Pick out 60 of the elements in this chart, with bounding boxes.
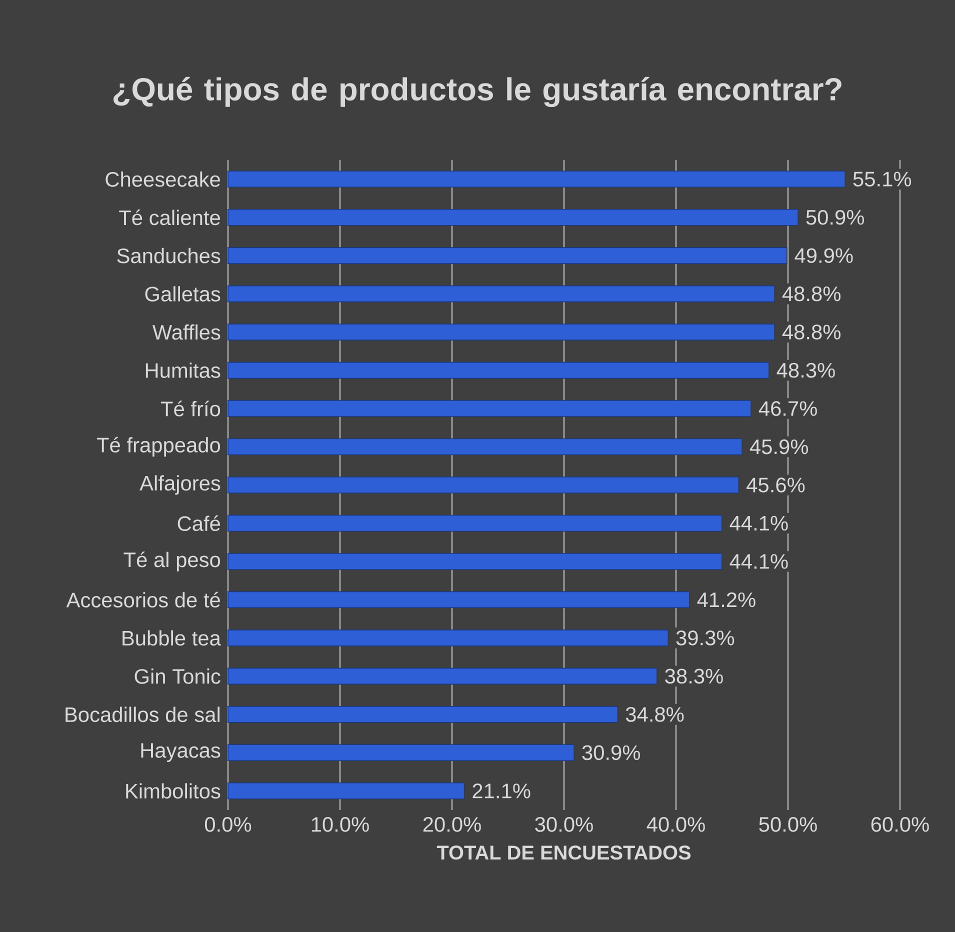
y-tick-label: Bubble tea	[122, 630, 221, 646]
data-label: 44.1%	[730, 516, 788, 531]
y-tick-label: Té al peso	[124, 552, 220, 572]
bar	[228, 591, 690, 608]
data-label: 39.3%	[676, 630, 734, 646]
y-tick-label: Kimbolitos	[126, 783, 220, 799]
x-tick-label: 60.0%	[871, 817, 929, 832]
y-tick-label: Waffles	[152, 324, 220, 340]
bar	[228, 438, 742, 456]
bar	[228, 400, 752, 417]
x-axis-title: TOTAL DE ENCUESTADOS	[436, 846, 691, 860]
bar	[228, 706, 618, 723]
bar	[228, 170, 846, 188]
bar	[228, 324, 775, 340]
data-label: 55.1%	[853, 172, 912, 186]
data-label: 45.9%	[750, 439, 808, 454]
y-tick-label: Té caliente	[119, 210, 220, 226]
data-label: 48.8%	[782, 324, 840, 340]
data-label: 34.8%	[626, 707, 684, 722]
bar	[228, 744, 574, 762]
y-tick-label: Bocadillos de sal	[66, 706, 220, 722]
y-tick-label: Accesorios de té	[66, 592, 220, 608]
bar	[228, 630, 669, 646]
bar	[228, 782, 465, 800]
bar	[228, 668, 658, 685]
y-tick-label: Té frío	[160, 400, 220, 416]
y-tick-label: Cheesecake	[106, 171, 220, 187]
x-tick-label: 20.0%	[423, 817, 481, 832]
bar	[228, 514, 722, 532]
data-label: 46.7%	[758, 401, 817, 416]
y-tick-label: Hayacas	[141, 743, 220, 762]
x-tick-label: 0.0%	[204, 817, 252, 832]
data-label: 30.9%	[582, 745, 640, 760]
bar	[228, 208, 798, 226]
data-label: 48.3%	[776, 362, 835, 378]
bar	[228, 285, 775, 302]
data-label: 21.1%	[472, 784, 530, 798]
x-tick-label: 10.0%	[312, 817, 369, 832]
x-tick-label: 30.0%	[535, 817, 593, 832]
x-tick-label: 50.0%	[759, 817, 817, 832]
chart-title: ¿Qué tipos de productos le gustaría encontrar?	[114, 76, 842, 108]
y-tick-label: Sanduches	[117, 248, 220, 264]
data-label: 44.1%	[730, 554, 788, 569]
y-tick-label: Gin Tonic	[134, 668, 220, 684]
y-tick-label: Café	[178, 515, 220, 532]
data-label: 41.2%	[697, 592, 756, 608]
data-label: 48.8%	[782, 286, 840, 302]
data-label: 49.9%	[794, 248, 853, 264]
bar	[228, 247, 788, 264]
data-label: 50.9%	[806, 210, 864, 225]
bar	[228, 553, 722, 570]
data-label: 45.6%	[746, 478, 805, 492]
y-tick-label: Alfajores	[140, 475, 220, 495]
y-tick-label: Humitas	[146, 362, 220, 378]
bar	[228, 476, 740, 494]
y-tick-label: Té frappeado	[96, 436, 220, 457]
x-tick-label: 40.0%	[646, 817, 705, 832]
bar	[228, 362, 770, 379]
data-label: 38.3%	[665, 668, 723, 684]
y-tick-label: Galletas	[145, 286, 220, 302]
